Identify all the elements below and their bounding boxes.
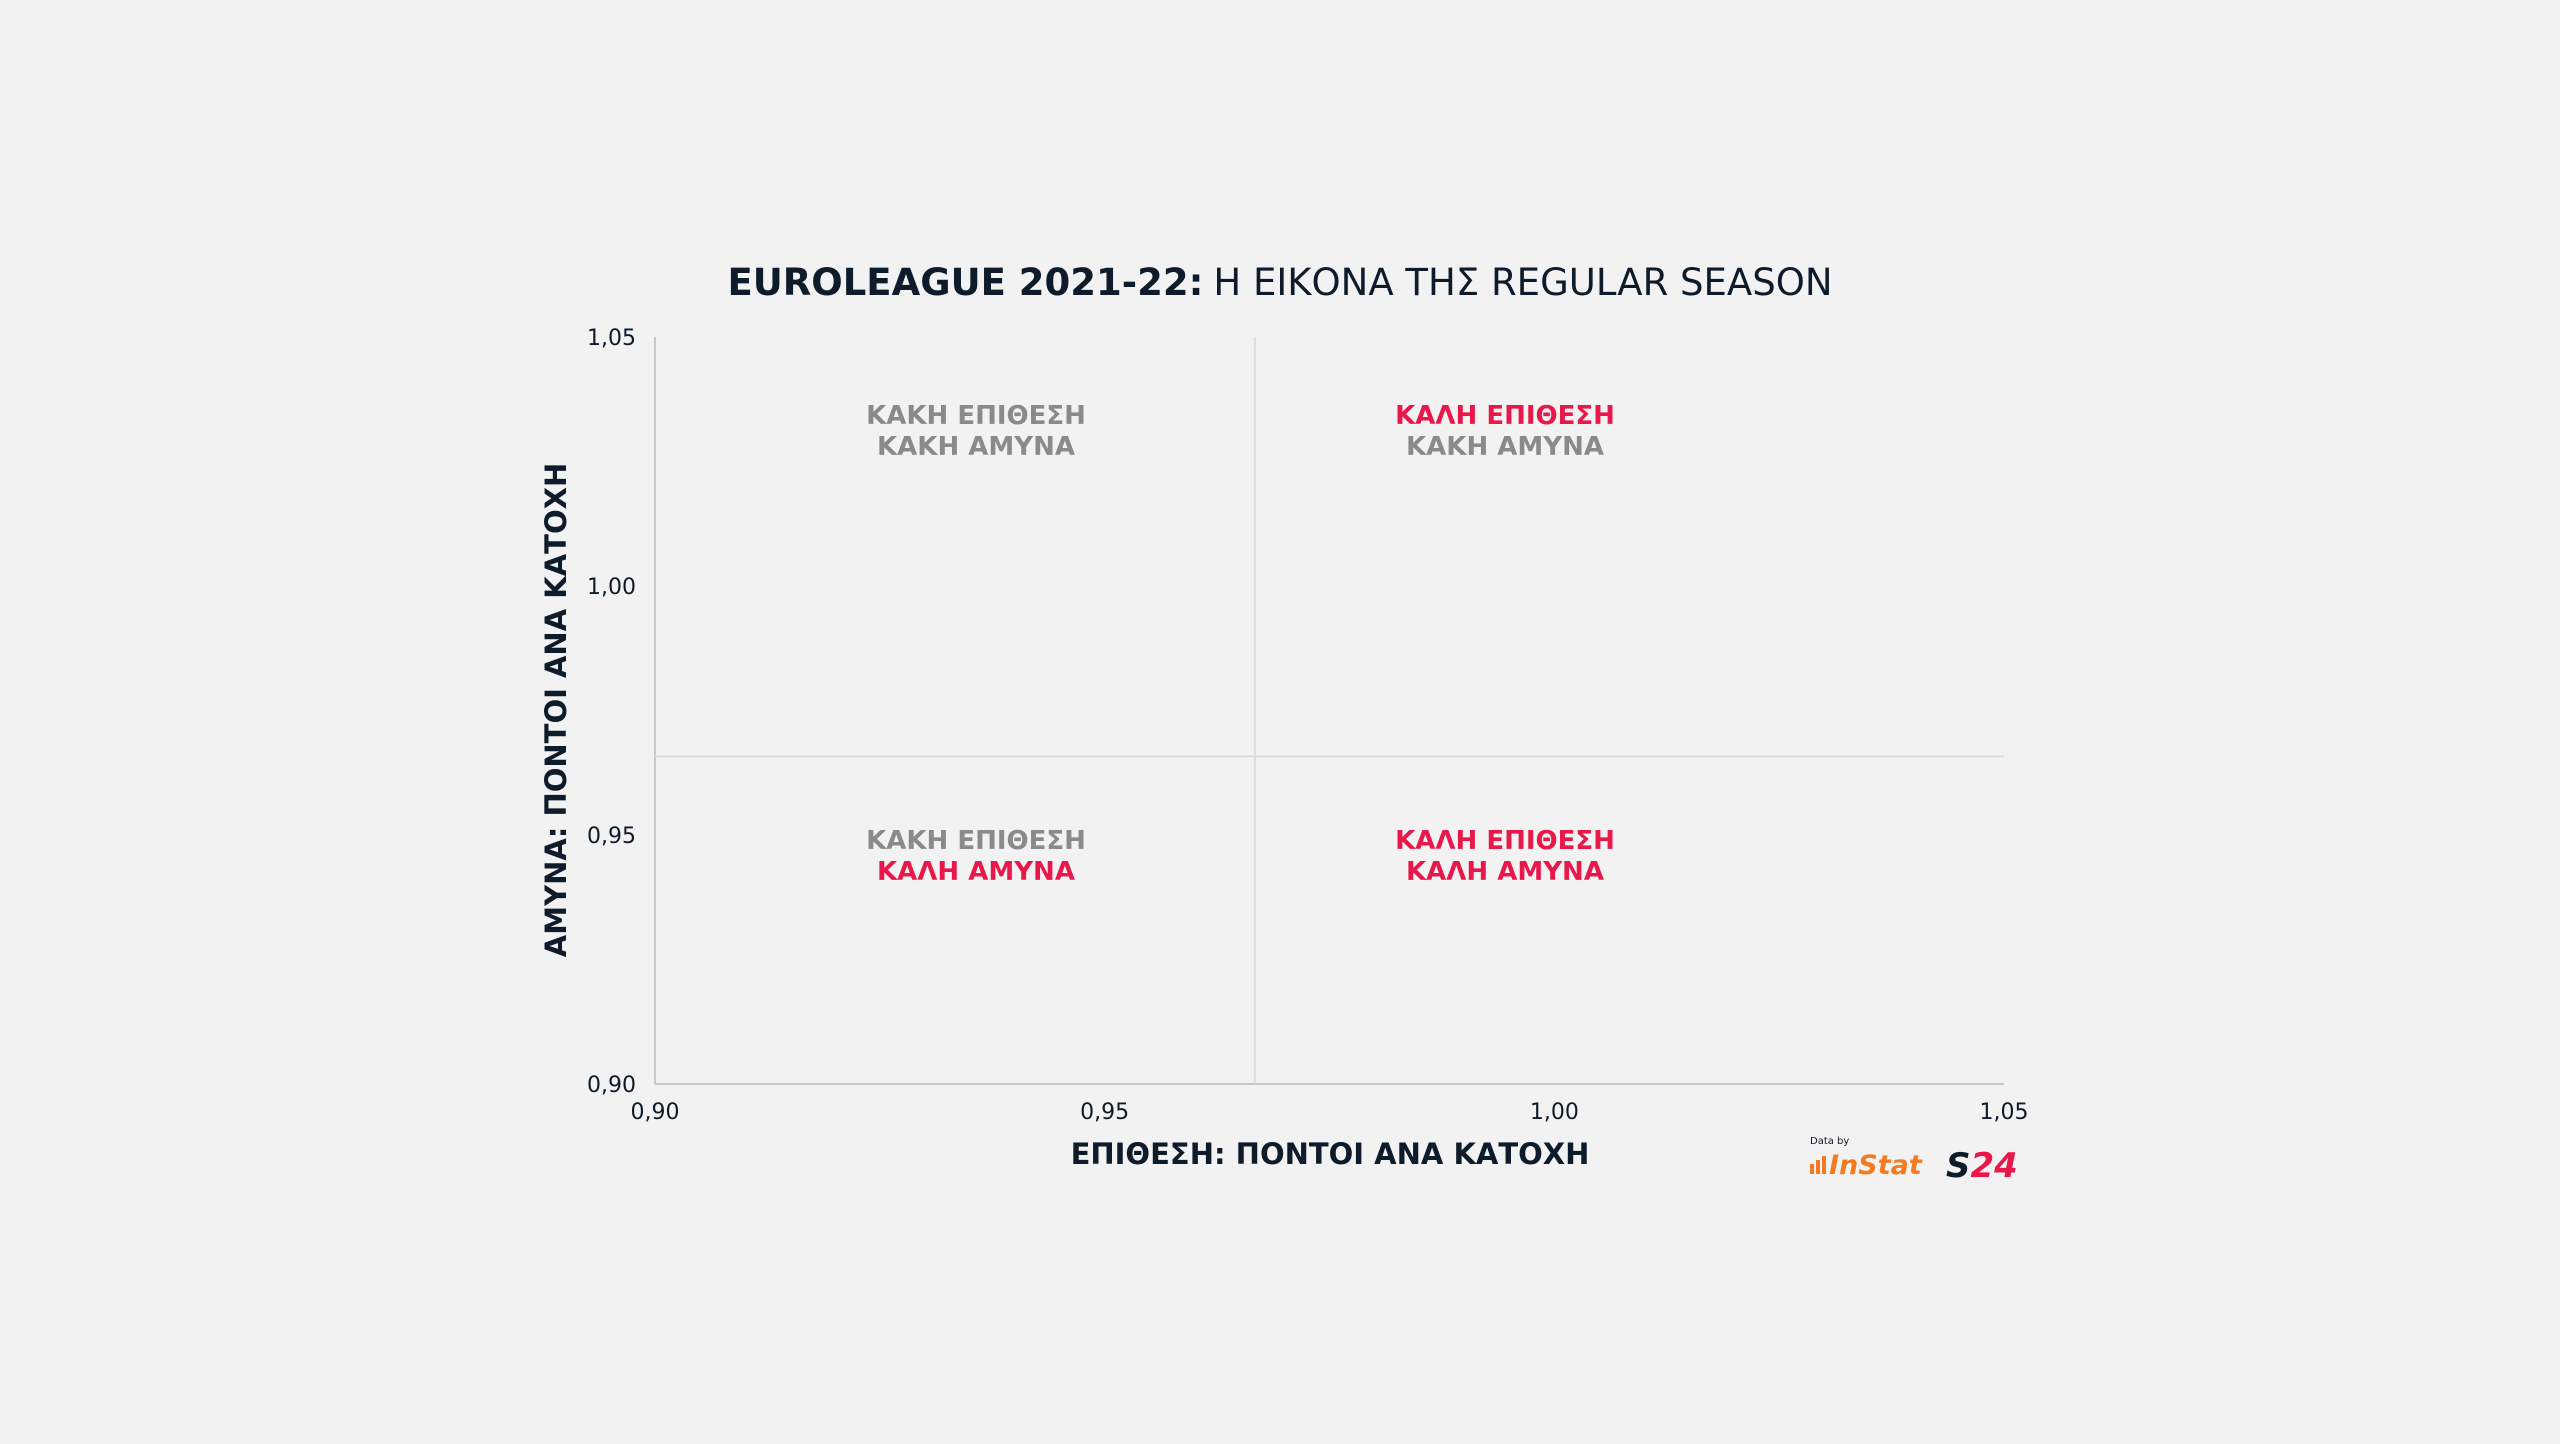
x-tick-labels: 0,90 0,95 1,00 1,05: [631, 1100, 2029, 1125]
quadrant-defense-label: ΚΑΚΗ ΑΜΥΝΑ: [877, 432, 1075, 462]
quadrant-defense-label: ΚΑΛΗ ΑΜΥΝΑ: [877, 857, 1075, 887]
quadrant-defense-label: ΚΑΛΗ ΑΜΥΝΑ: [1406, 857, 1604, 887]
quadrant-offense-label: ΚΑΚΗ ΕΠΙΘΕΣΗ: [866, 826, 1086, 856]
y-tick-label: 0,90: [587, 1073, 636, 1098]
quadrant-defense-label: ΚΑΚΗ ΑΜΥΝΑ: [1406, 432, 1604, 462]
chart-title-bold: EUROLEAGUE 2021-22:: [727, 261, 1203, 304]
y-tick-label: 1,00: [587, 575, 636, 600]
quadrant-offense-label: ΚΑΛΗ ΕΠΙΘΕΣΗ: [1395, 401, 1615, 431]
x-tick-label: 1,00: [1530, 1100, 1579, 1125]
instat-logo-text: InStat: [1829, 1150, 1923, 1181]
quadrant-offense-label: ΚΑΛΗ ΕΠΙΘΕΣΗ: [1395, 826, 1615, 856]
chart-title: EUROLEAGUE 2021-22: Η ΕΙΚΟΝΑ ΤΗΣ REGULAR …: [727, 261, 1832, 304]
y-tick-labels: 0,90 0,95 1,00 1,05: [587, 326, 636, 1098]
instat-bar-icon: [1822, 1156, 1826, 1174]
instat-logo: InStat: [1810, 1150, 1923, 1181]
x-axis-label: ΕΠΙΘΕΣΗ: ΠΟΝΤΟΙ ΑΝΑ ΚΑΤΟΧΗ: [1071, 1137, 1590, 1171]
s24-logo-number: 24: [1971, 1146, 2018, 1186]
y-tick-label: 0,95: [587, 824, 636, 849]
instat-bar-icon: [1810, 1164, 1814, 1174]
data-by-label: Data by: [1810, 1136, 1849, 1147]
x-tick-label: 0,90: [631, 1100, 680, 1125]
branding: Data by InStat S24: [1810, 1136, 2018, 1186]
y-axis-label: ΑΜΥΝΑ: ΠΟΝΤΟΙ ΑΝΑ ΚΑΤΟΧΗ: [539, 463, 573, 957]
chart-title-rest: Η ΕΙΚΟΝΑ ΤΗΣ REGULAR SEASON: [1213, 261, 1832, 304]
s24-logo: S24: [1946, 1146, 2018, 1186]
s24-logo-text: S: [1946, 1146, 1971, 1186]
x-tick-label: 0,95: [1080, 1100, 1129, 1125]
instat-bar-icon: [1816, 1160, 1820, 1174]
y-tick-label: 1,05: [587, 326, 636, 351]
x-tick-label: 1,05: [1980, 1100, 2029, 1125]
quadrant-offense-label: ΚΑΚΗ ΕΠΙΘΕΣΗ: [866, 401, 1086, 431]
